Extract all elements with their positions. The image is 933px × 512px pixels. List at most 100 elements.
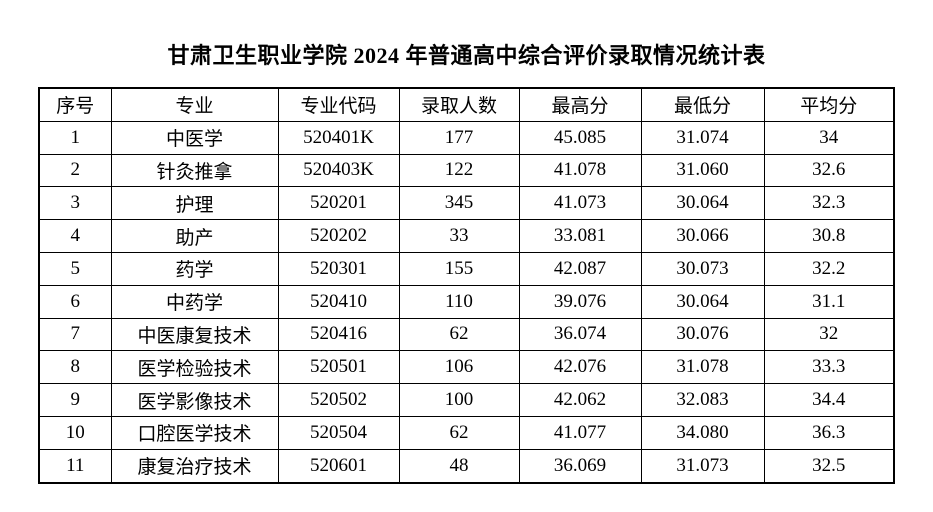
table-cell: 中医康复技术: [110, 317, 279, 352]
table-cell: 32.2: [763, 251, 895, 286]
table-cell: 10: [38, 415, 112, 450]
table-cell: 31.1: [763, 284, 895, 319]
table-cell: 520502: [277, 383, 400, 417]
table-cell: 177: [398, 120, 520, 155]
table-row: 8 医学检验技术 520501 106 42.076 31.078 33.3: [38, 350, 895, 385]
table-cell: 护理: [110, 186, 279, 221]
table-cell: 30.073: [640, 251, 765, 286]
table-cell: 32.5: [763, 448, 895, 484]
table-cell: 36.069: [518, 448, 642, 484]
table-cell: 8: [38, 350, 112, 385]
table-header-row: 序号 专业 专业代码 录取人数 最高分 最低分 平均分: [38, 87, 895, 122]
table-cell: 4: [38, 219, 112, 253]
table-cell: 520410: [277, 284, 400, 319]
table-cell: 6: [38, 284, 112, 319]
table-row: 5 药学 520301 155 42.087 30.073 32.2: [38, 251, 895, 286]
table-cell: 34.4: [763, 383, 895, 417]
table-cell: 520301: [277, 251, 400, 286]
table-cell: 31.074: [640, 120, 765, 155]
table-cell: 520416: [277, 317, 400, 352]
table-cell: 7: [38, 317, 112, 352]
table-cell: 41.073: [518, 186, 642, 221]
table-cell: 110: [398, 284, 520, 319]
table-cell: 41.077: [518, 415, 642, 450]
table-cell: 520401K: [277, 120, 400, 155]
table-cell: 5: [38, 251, 112, 286]
table-cell: 41.078: [518, 153, 642, 188]
table-cell: 3: [38, 186, 112, 221]
table-cell: 9: [38, 383, 112, 417]
table-cell: 31.073: [640, 448, 765, 484]
table-cell: 62: [398, 317, 520, 352]
table-cell: 口腔医学技术: [110, 415, 279, 450]
table-cell: 345: [398, 186, 520, 221]
table-cell: 31.078: [640, 350, 765, 385]
table-cell: 32.083: [640, 383, 765, 417]
table-cell: 520504: [277, 415, 400, 450]
table-cell: 45.085: [518, 120, 642, 155]
column-header-count: 录取人数: [398, 87, 520, 122]
table-cell: 520403K: [277, 153, 400, 188]
table-row: 4 助产 520202 33 33.081 30.066 30.8: [38, 219, 895, 253]
table-cell: 36.074: [518, 317, 642, 352]
table-cell: 520201: [277, 186, 400, 221]
table-cell: 31.060: [640, 153, 765, 188]
table-cell: 42.087: [518, 251, 642, 286]
table-cell: 33.081: [518, 219, 642, 253]
table-cell: 32: [763, 317, 895, 352]
column-header-major: 专业: [110, 87, 279, 122]
table-row: 11 康复治疗技术 520601 48 36.069 31.073 32.5: [38, 448, 895, 484]
table-cell: 48: [398, 448, 520, 484]
table-cell: 医学检验技术: [110, 350, 279, 385]
table-cell: 42.076: [518, 350, 642, 385]
table-cell: 33: [398, 219, 520, 253]
table-cell: 1: [38, 120, 112, 155]
table-cell: 30.066: [640, 219, 765, 253]
table-cell: 针灸推拿: [110, 153, 279, 188]
table-cell: 30.064: [640, 186, 765, 221]
table-row: 2 针灸推拿 520403K 122 41.078 31.060 32.6: [38, 153, 895, 188]
table-body: 1 中医学 520401K 177 45.085 31.074 34 2 针灸推拿 520403K…: [38, 120, 895, 484]
table-cell: 2: [38, 153, 112, 188]
admission-stats-table: 序号 专业 专业代码 录取人数 最高分 最低分 平均分 1 中医学 520401K 1…: [38, 87, 895, 484]
table-cell: 62: [398, 415, 520, 450]
table-cell: 33.3: [763, 350, 895, 385]
table-cell: 中药学: [110, 284, 279, 319]
table-cell: 36.3: [763, 415, 895, 450]
table-cell: 中医学: [110, 120, 279, 155]
table-cell: 520501: [277, 350, 400, 385]
table-row: 3 护理 520201 345 41.073 30.064 32.3: [38, 186, 895, 221]
table-cell: 医学影像技术: [110, 383, 279, 417]
page-title: 甘肃卫生职业学院 2024 年普通高中综合评价录取情况统计表: [167, 43, 766, 68]
table-cell: 30.8: [763, 219, 895, 253]
table-cell: 106: [398, 350, 520, 385]
table-cell: 30.064: [640, 284, 765, 319]
table-cell: 11: [38, 448, 112, 484]
table-cell: 康复治疗技术: [110, 448, 279, 484]
table-cell: 155: [398, 251, 520, 286]
table-cell: 42.062: [518, 383, 642, 417]
table-cell: 34: [763, 120, 895, 155]
table-cell: 32.3: [763, 186, 895, 221]
table-cell: 助产: [110, 219, 279, 253]
table-cell: 34.080: [640, 415, 765, 450]
table-cell: 32.6: [763, 153, 895, 188]
table-row: 7 中医康复技术 520416 62 36.074 30.076 32: [38, 317, 895, 352]
table-cell: 39.076: [518, 284, 642, 319]
table-row: 10 口腔医学技术 520504 62 41.077 34.080 36.3: [38, 415, 895, 450]
column-header-avg: 平均分: [763, 87, 895, 122]
table-row: 6 中药学 520410 110 39.076 30.064 31.1: [38, 284, 895, 319]
table-cell: 520202: [277, 219, 400, 253]
column-header-index: 序号: [38, 87, 112, 122]
column-header-min: 最低分: [640, 87, 765, 122]
table-cell: 100: [398, 383, 520, 417]
table-cell: 122: [398, 153, 520, 188]
table-cell: 药学: [110, 251, 279, 286]
column-header-max: 最高分: [518, 87, 642, 122]
table-row: 1 中医学 520401K 177 45.085 31.074 34: [38, 120, 895, 155]
column-header-code: 专业代码: [277, 87, 400, 122]
table-cell: 520601: [277, 448, 400, 484]
table-row: 9 医学影像技术 520502 100 42.062 32.083 34.4: [38, 383, 895, 417]
table-cell: 30.076: [640, 317, 765, 352]
